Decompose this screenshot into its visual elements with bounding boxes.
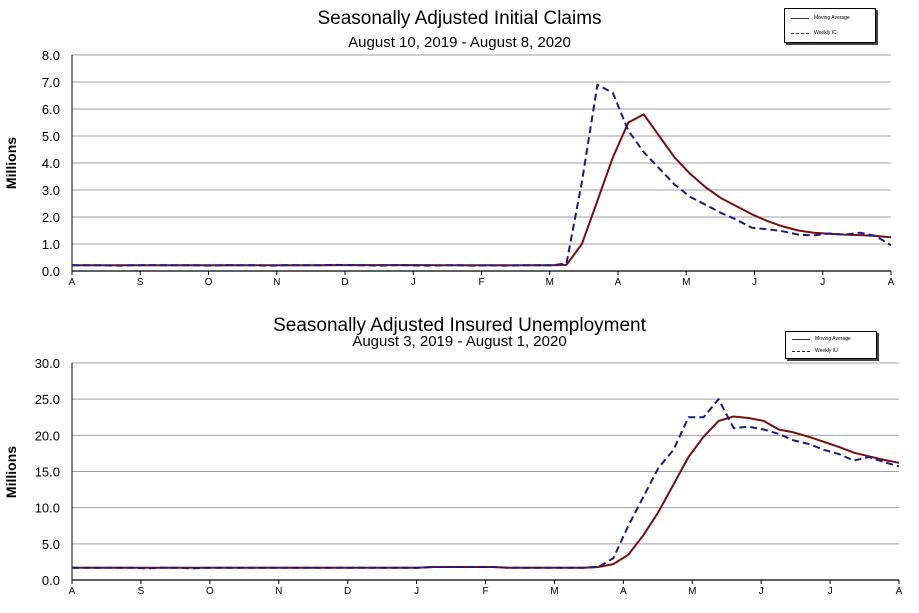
weekly-swatch [792,350,810,352]
series-weekly-line [72,83,892,267]
chart2-title: Seasonally Adjusted Insured Unemployment [273,315,646,336]
x-tick-label: J [759,586,764,597]
y-tick-label: 20.0 [35,428,60,443]
chart1-subtitle: August 10, 2019 - August 8, 2020 [348,34,571,51]
x-tick-label: A [888,277,895,288]
x-tick-label: J [411,277,416,288]
x-tick-label: J [820,277,825,288]
legend-label: Weekly IC [814,30,837,36]
y-tick-label: 0.0 [42,264,60,279]
y-tick-label: 10.0 [35,501,60,516]
y-axis-label: Millions [3,137,19,189]
series-moving-average-line [72,415,900,569]
x-tick-label: D [344,586,351,597]
y-tick-label: 3.0 [42,183,60,198]
y-tick-label: 25.0 [35,392,60,407]
x-tick-label: M [546,277,554,288]
y-tick-label: 6.0 [42,102,60,117]
y-tick-label: 15.0 [35,465,60,480]
y-tick-label: 30.0 [35,356,60,371]
x-tick-label: A [69,277,76,288]
x-tick-label: S [137,277,144,288]
x-tick-label: M [682,277,690,288]
y-tick-label: 8.0 [42,48,60,63]
x-tick-label: O [205,277,213,288]
x-tick-label: O [206,586,214,597]
chart1-legend: Moving Average Weekly IC [784,8,876,43]
moving-average-swatch [791,17,809,19]
x-tick-label: J [752,277,757,288]
series-weekly-line [72,398,900,570]
x-tick-label: M [688,586,696,597]
x-tick-label: F [482,586,488,597]
y-tick-label: 2.0 [42,210,60,225]
y-tick-label: 5.0 [42,537,60,552]
y-tick-label: 5.0 [42,129,60,144]
legend-item-moving-average: Moving Average [792,335,851,343]
x-tick-label: J [414,586,419,597]
x-tick-label: F [478,277,484,288]
x-tick-label: S [138,586,145,597]
x-tick-label: J [828,586,833,597]
chart1-title: Seasonally Adjusted Initial Claims [317,8,602,29]
legend-item-moving-average: Moving Average [791,14,850,22]
weekly-swatch [791,32,809,34]
initial-claims-chart: 0.0 1.0 2.0 3.0 4.0 5.0 6.0 7.0 8.0 A S O N D J F M A M J J A… [3,48,895,288]
x-tick-label: M [550,586,558,597]
x-tick-label: N [273,277,280,288]
y-tick-label: 4.0 [42,156,60,171]
x-tick-label: A [620,586,627,597]
x-tick-label: A [896,586,903,597]
x-tick-label: A [615,277,622,288]
legend-label: Moving Average [815,336,851,342]
y-tick-label: 7.0 [42,75,60,90]
legend-item-weekly: Weekly IU [792,347,838,355]
chart2-subtitle: August 3, 2019 - August 1, 2020 [352,333,567,350]
y-axis-label: Millions [3,446,19,498]
chart2-legend: Moving Average Weekly IU [785,331,877,359]
x-tick-label: N [275,586,282,597]
moving-average-swatch [792,338,810,340]
legend-label: Weekly IU [815,348,838,354]
y-tick-label: 1.0 [42,237,60,252]
y-tick-label: 0.0 [42,573,60,588]
legend-label: Moving Average [814,15,850,21]
x-tick-label: A [69,586,76,597]
x-tick-label: D [341,277,348,288]
legend-item-weekly: Weekly IC [791,29,837,37]
